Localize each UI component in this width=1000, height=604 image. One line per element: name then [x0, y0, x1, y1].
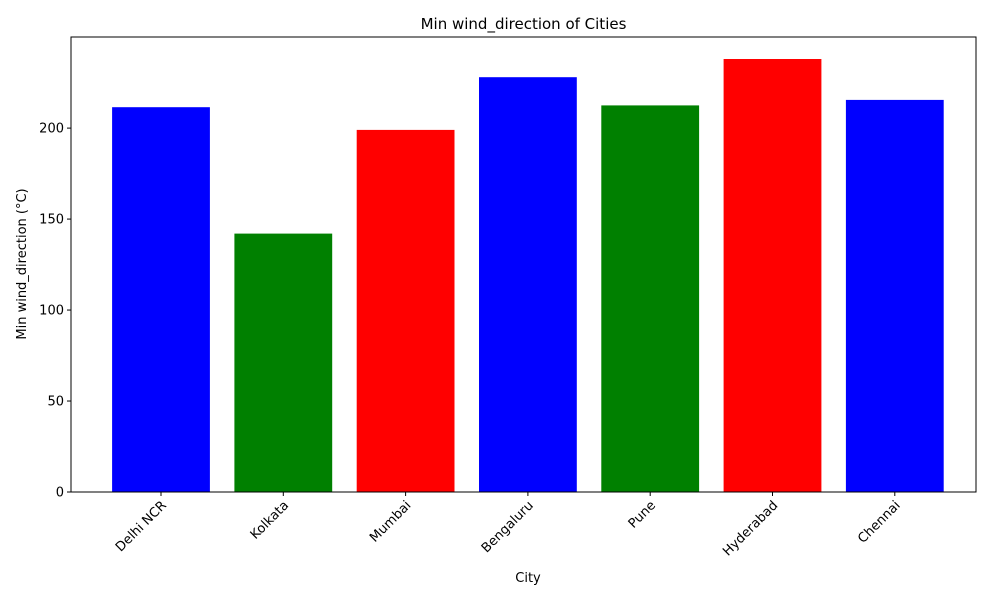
bar-hyderabad [723, 59, 822, 492]
bar-kolkata [234, 233, 333, 492]
bars-layer [112, 59, 944, 493]
y-tick-label: 50 [47, 395, 64, 410]
x-tick-label: Pune [626, 498, 659, 531]
x-tick-label: Mumbai [367, 498, 414, 545]
x-tick-label: Kolkata [248, 498, 292, 542]
bar-chennai [845, 99, 944, 493]
x-tick-label: Hyderabad [720, 498, 781, 559]
chart-title: Min wind_direction of Cities [421, 15, 627, 34]
x-axis-label: City [515, 571, 541, 586]
y-axis-ticks: 0 50 100 150 200 [39, 122, 71, 501]
x-tick-label: Bengaluru [479, 498, 537, 556]
bar-delhi-ncr [112, 107, 210, 492]
x-tick-label: Chennai [855, 498, 903, 546]
bar-mumbai [356, 129, 455, 492]
y-tick-label: 0 [56, 486, 64, 501]
y-tick-label: 150 [39, 213, 64, 228]
y-tick-label: 100 [39, 304, 64, 319]
y-tick-label: 200 [39, 122, 64, 137]
y-axis-label: Min wind_direction (°C) [15, 188, 30, 339]
x-tick-label: Delhi NCR [113, 498, 170, 555]
bar-bengaluru [479, 77, 577, 492]
x-axis-ticks: Delhi NCR Kolkata Mumbai Bengaluru Pune Hyder… [113, 492, 904, 559]
plot-frame [70, 36, 977, 493]
bar-pune [601, 105, 700, 493]
